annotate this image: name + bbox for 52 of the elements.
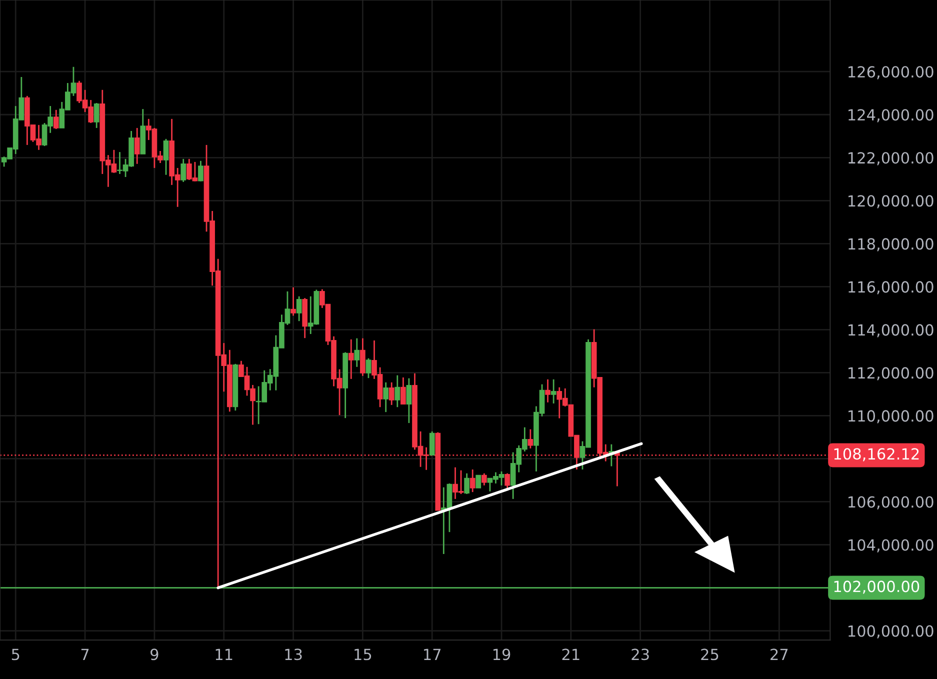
- x-tick-label: 9: [150, 648, 158, 660]
- candlestick: [550, 378, 556, 404]
- candlestick: [94, 102, 100, 129]
- candlestick: [383, 382, 389, 413]
- x-tick-label: 17: [424, 648, 441, 660]
- candlestick: [406, 378, 412, 424]
- candlestick: [528, 428, 534, 450]
- y-tick-label: 120,000.00: [848, 195, 934, 208]
- y-tick-label: 112,000.00: [848, 367, 934, 380]
- x-tick-label: 13: [285, 648, 302, 660]
- candlestick: [163, 138, 169, 176]
- ref-line-label: 108,162.12: [834, 448, 919, 462]
- x-tick-label: 21: [562, 648, 580, 660]
- y-tick-label: 106,000.00: [848, 496, 934, 510]
- y-tick-label: 114,000.00: [848, 324, 934, 338]
- y-tick-label: 110,000.00: [848, 410, 934, 424]
- y-tick-label: 122,000.00: [848, 152, 934, 166]
- candlestick: [180, 158, 186, 183]
- x-tick-label: 5: [12, 648, 20, 660]
- y-tick-label: 104,000.00: [848, 539, 934, 552]
- x-tick-label: 19: [493, 648, 510, 660]
- candlestick: [476, 474, 482, 488]
- candlestick: [296, 296, 302, 322]
- candlestick: [290, 286, 296, 316]
- y-tick-label: 124,000.00: [848, 109, 934, 122]
- x-tick-label: 7: [81, 648, 89, 660]
- y-tick-label: 118,000.00: [848, 238, 934, 252]
- candlestick: [504, 472, 510, 489]
- candlestick: [400, 376, 406, 405]
- x-tick-label: 11: [216, 648, 232, 660]
- candlestick: [394, 374, 400, 408]
- candlestick: [429, 430, 435, 456]
- candlestick: [366, 358, 372, 379]
- candlestick: [360, 338, 366, 377]
- x-tick-label: 27: [770, 648, 788, 660]
- candlestick: [53, 109, 59, 130]
- candlestick: [388, 382, 394, 406]
- candlestick: [198, 160, 204, 182]
- x-tick-label: 23: [632, 648, 649, 660]
- candlestick: [464, 472, 470, 495]
- candlestick: [134, 127, 140, 165]
- y-tick-label: 116,000.00: [848, 281, 934, 294]
- candlestick: [348, 338, 354, 380]
- ref-line-label: 102,000.00: [834, 580, 920, 594]
- x-tick-label: 25: [701, 648, 718, 660]
- y-tick-label: 100,000.00: [848, 625, 934, 638]
- candlestick: [470, 468, 476, 493]
- y-tick-label: 126,000.00: [848, 66, 934, 80]
- x-tick-label: 15: [354, 648, 372, 660]
- candlestick: [545, 378, 550, 404]
- candlestick: [354, 338, 360, 368]
- candlestick: [481, 472, 487, 486]
